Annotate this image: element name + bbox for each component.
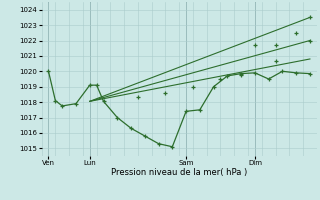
X-axis label: Pression niveau de la mer( hPa ): Pression niveau de la mer( hPa ) [111, 168, 247, 177]
